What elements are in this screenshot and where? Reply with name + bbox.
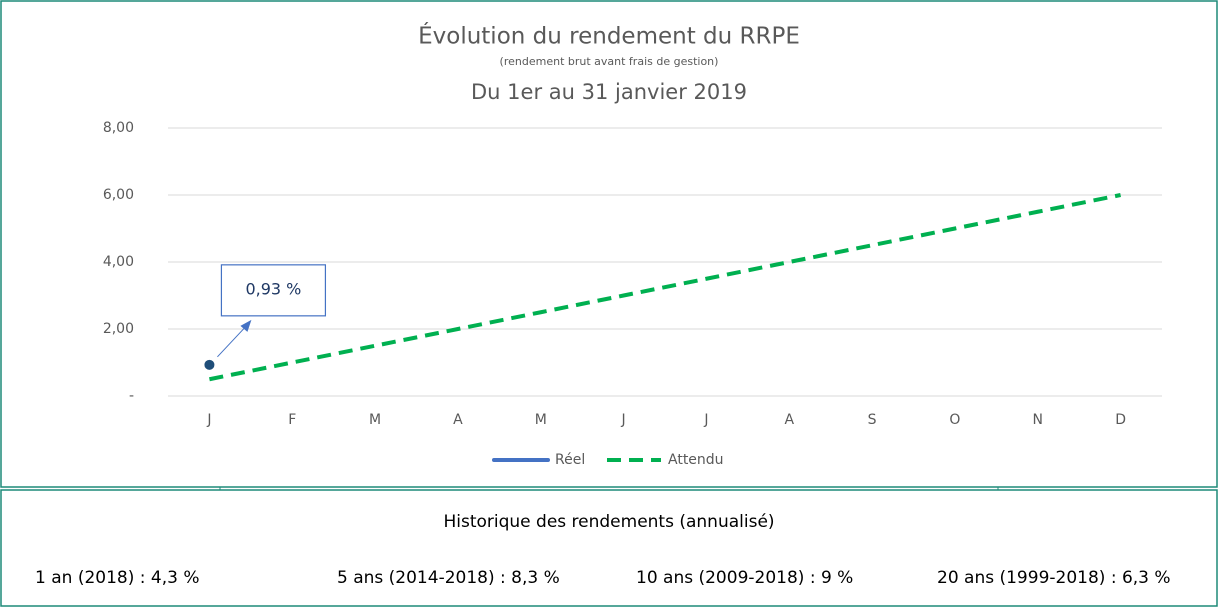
data-label: 0,93 %	[245, 279, 301, 298]
history-item: 1 an (2018) : 4,3 %	[35, 568, 199, 588]
chart-subtitle: (rendement brut avant frais de gestion)	[500, 55, 719, 68]
y-tick-label: 8,00	[103, 120, 134, 136]
history-item: 10 ans (2009-2018) : 9 %	[636, 568, 853, 588]
x-tick-label: J	[703, 412, 708, 428]
x-tick-label: D	[1115, 412, 1126, 428]
callout-box	[220, 264, 327, 317]
legend-label: Réel	[555, 452, 585, 468]
x-tick-label: S	[868, 412, 877, 428]
x-tick-label: O	[949, 412, 960, 428]
y-tick-label: 2,00	[103, 321, 134, 337]
chart-frame	[0, 0, 1218, 488]
x-tick-label: M	[535, 412, 547, 428]
y-tick-label: 4,00	[103, 254, 134, 270]
history-title: Historique des rendements (annualisé)	[443, 512, 774, 532]
history-frame	[0, 489, 1218, 607]
chart-title: Évolution du rendement du RRPE	[418, 22, 800, 50]
x-tick-label: N	[1033, 412, 1043, 428]
y-tick-label: 6,00	[103, 187, 134, 203]
x-tick-label: F	[288, 412, 296, 428]
series-point	[204, 359, 215, 370]
chart-period: Du 1er au 31 janvier 2019	[471, 80, 747, 104]
series-line	[209, 193, 1121, 382]
y-tick-label: -	[129, 388, 134, 404]
x-tick-label: J	[621, 412, 626, 428]
x-tick-label: A	[784, 412, 794, 428]
x-tick-label: J	[206, 412, 211, 428]
legend-label: Attendu	[668, 452, 724, 468]
x-tick-label: A	[453, 412, 463, 428]
x-tick-label: M	[369, 412, 381, 428]
callout-arrowhead	[240, 319, 252, 332]
callout-arrow	[217, 324, 248, 358]
history-item: 5 ans (2014-2018) : 8,3 %	[337, 568, 560, 588]
history-item: 20 ans (1999-2018) : 6,3 %	[937, 568, 1171, 588]
